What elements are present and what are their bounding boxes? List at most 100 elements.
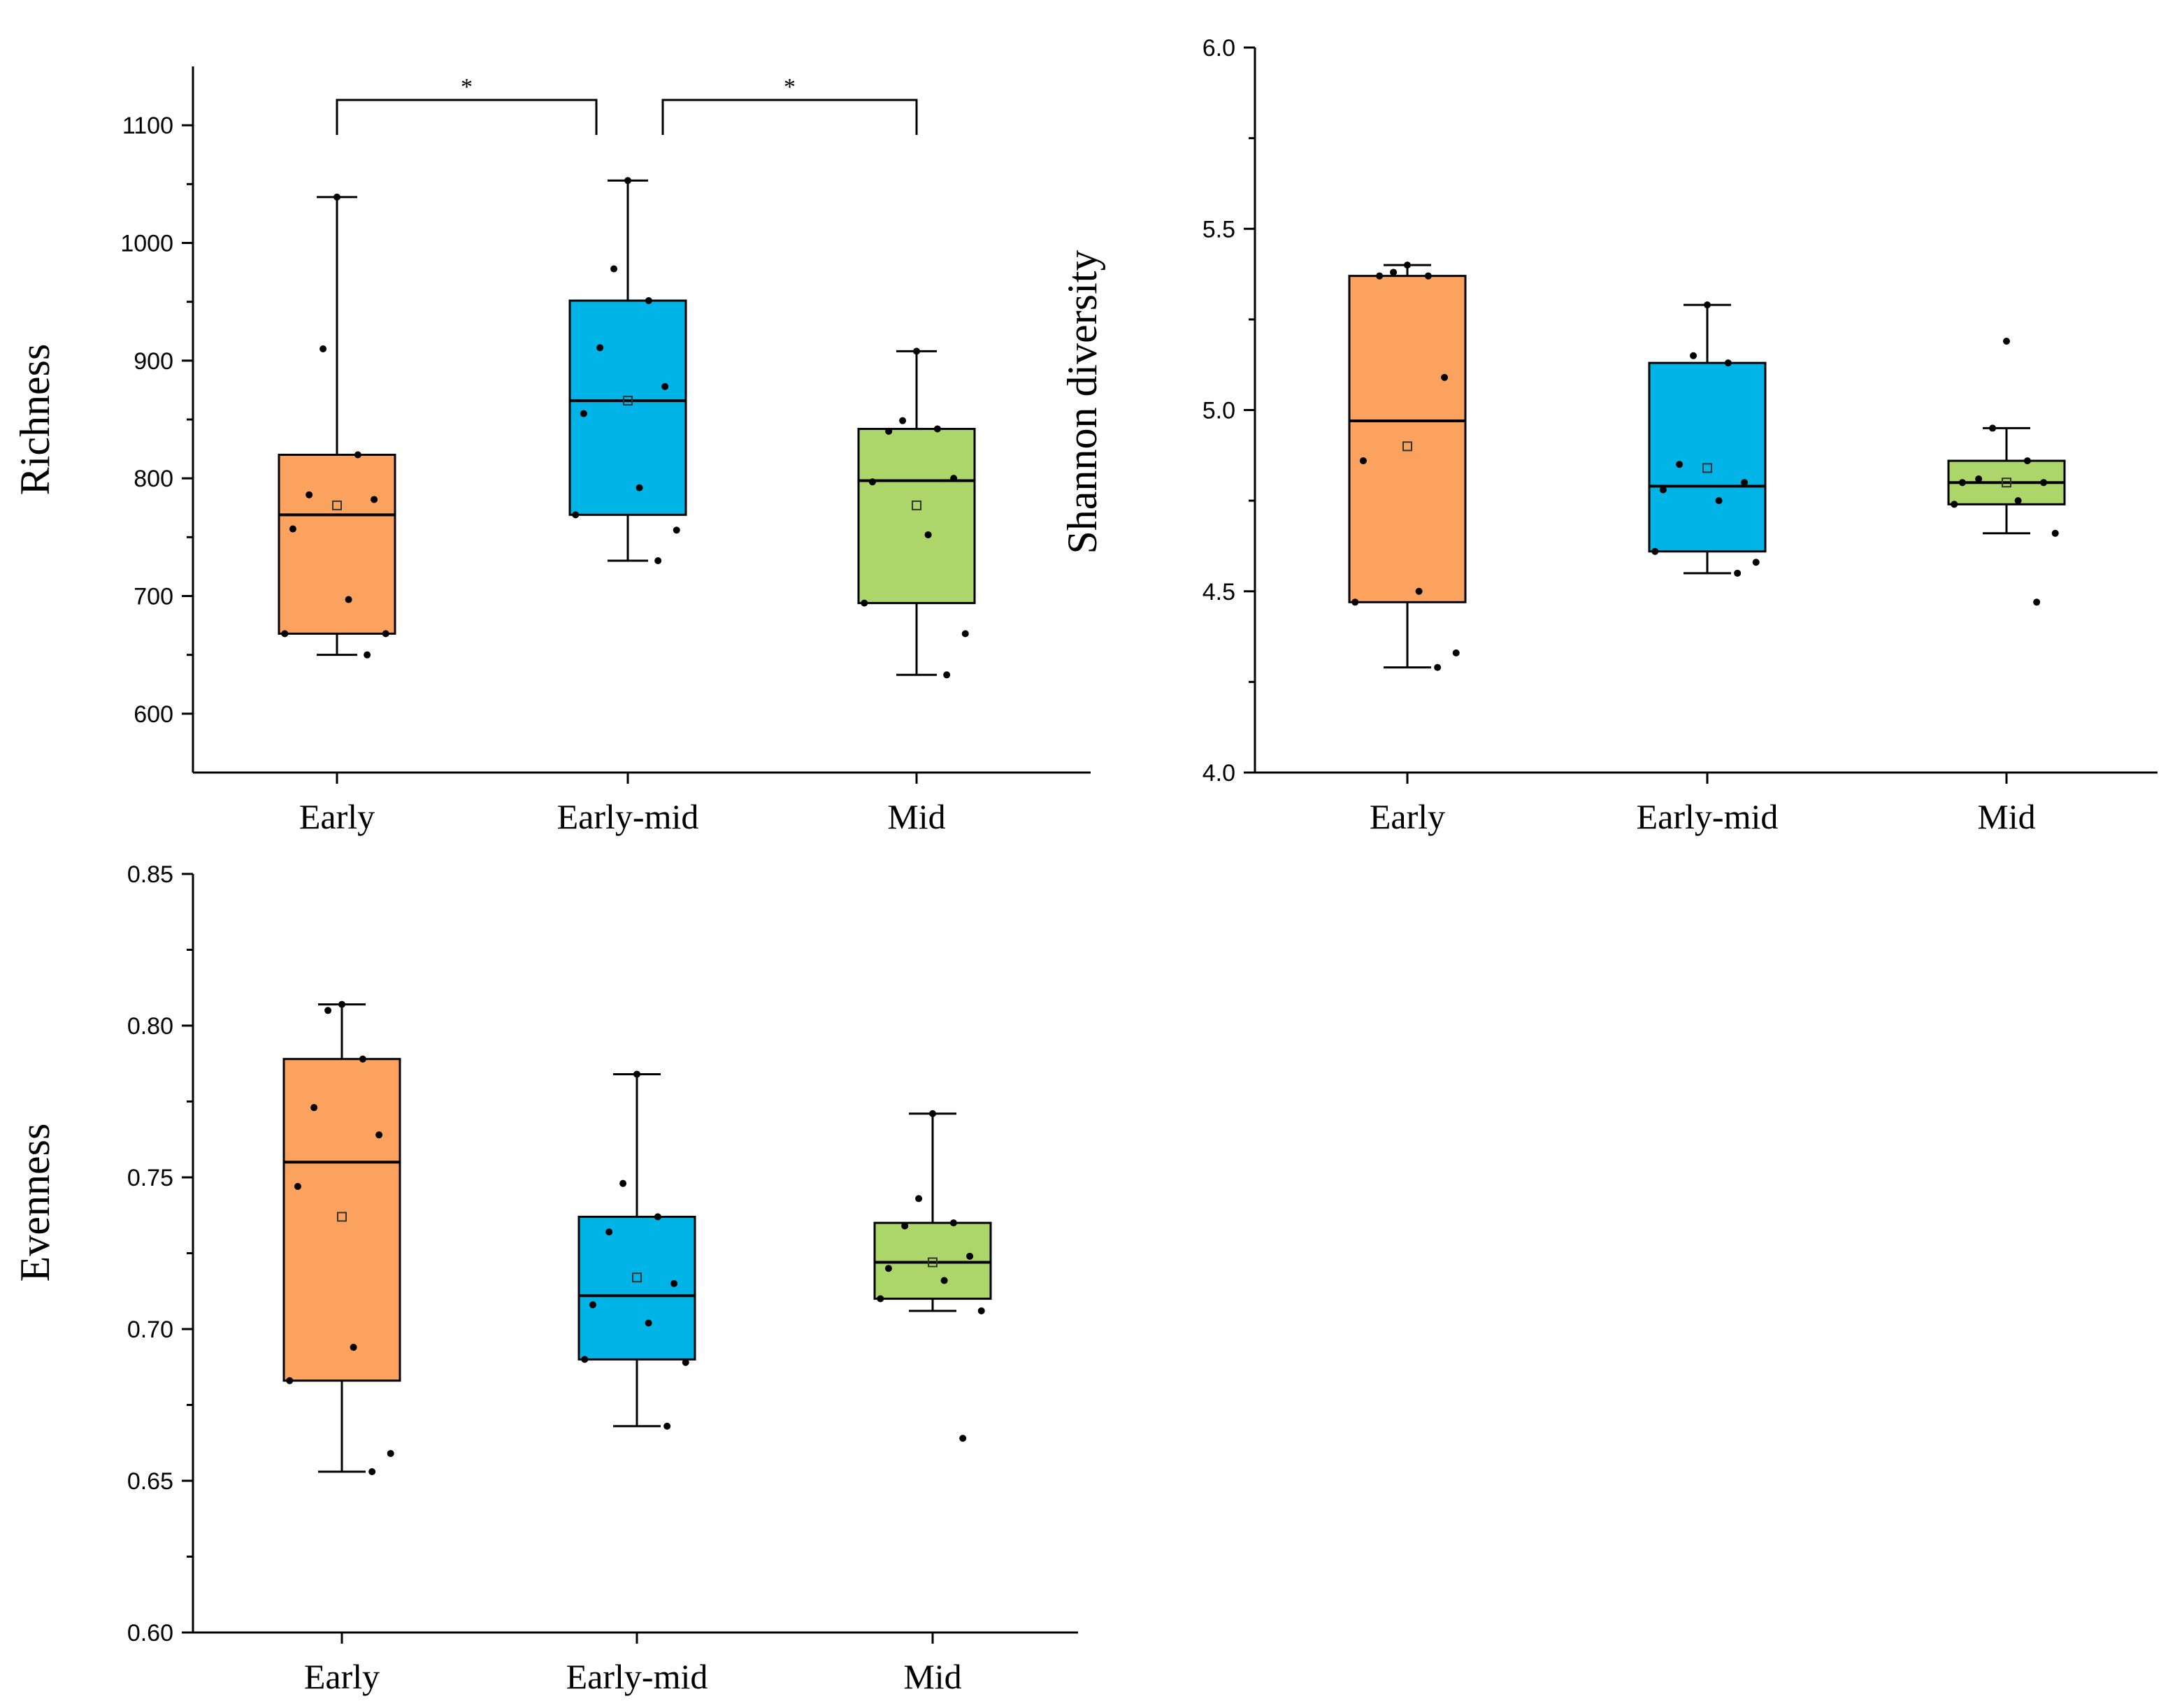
- data-point: [682, 1358, 689, 1366]
- data-point: [1390, 268, 1398, 276]
- y-tick-label: 900: [134, 348, 173, 375]
- mean-marker: [1702, 463, 1712, 473]
- y-tick-label: 0.60: [127, 1620, 173, 1646]
- data-point: [2040, 479, 2048, 487]
- data-point: [2033, 598, 2041, 606]
- data-point: [1351, 598, 1359, 606]
- panel-2: 4.0 4.5 5.0 5.5 6.0 Shannon diversity Early Ear…: [1059, 35, 2158, 836]
- data-point: [596, 344, 604, 352]
- x-tick-label: Mid: [887, 797, 945, 836]
- data-point: [306, 491, 313, 498]
- box-rect: [873, 1221, 992, 1300]
- data-point: [633, 1070, 640, 1078]
- mean-marker: [632, 1272, 642, 1283]
- data-point: [375, 1131, 383, 1139]
- data-point: [959, 1435, 967, 1442]
- panel-3: 0.60 0.65 0.70 0.75 0.80 0.85 Evenness Early Ear…: [12, 861, 1078, 1696]
- x-tick-label: Mid: [1977, 797, 2035, 836]
- data-point: [350, 1344, 357, 1351]
- mean-marker: [928, 1257, 938, 1268]
- data-point: [2023, 457, 2031, 465]
- data-point: [933, 425, 941, 433]
- box-rect: [568, 299, 687, 516]
- data-point: [1715, 497, 1723, 505]
- data-point: [610, 265, 618, 273]
- data-point: [371, 496, 378, 503]
- data-point: [281, 630, 289, 638]
- x-tick-label: Early-mid: [566, 1657, 708, 1696]
- data-point: [884, 1265, 892, 1272]
- box-group: [577, 1070, 696, 1430]
- data-point: [670, 1279, 678, 1287]
- y-tick-label: 0.70: [127, 1316, 173, 1343]
- data-point: [1404, 261, 1411, 269]
- y-tick-label: 1000: [120, 231, 173, 257]
- data-point: [645, 296, 652, 304]
- data-point: [286, 1377, 294, 1384]
- x-tick-label: Early: [1370, 797, 1445, 836]
- data-point: [338, 1000, 345, 1008]
- data-point: [1376, 272, 1384, 280]
- data-point: [950, 475, 958, 482]
- data-point: [2014, 497, 2022, 505]
- y-axis-title: Evenness: [12, 1124, 58, 1282]
- data-point: [2051, 529, 2059, 537]
- data-point: [294, 1183, 301, 1191]
- x-tick-label: Early-mid: [557, 797, 699, 836]
- x-tick-label: Mid: [903, 1657, 961, 1696]
- data-point: [913, 347, 920, 355]
- y-tick-label: 600: [134, 701, 173, 728]
- box-group: [1348, 261, 1467, 671]
- box-rect: [278, 454, 396, 635]
- data-point: [661, 382, 669, 390]
- y-tick-label: 4.5: [1203, 579, 1235, 605]
- data-point: [673, 526, 680, 534]
- data-point: [354, 451, 361, 459]
- data-point: [1434, 663, 1442, 671]
- data-point: [1734, 569, 1742, 577]
- data-point: [645, 1319, 652, 1327]
- data-point: [949, 1219, 957, 1227]
- data-point: [1452, 649, 1460, 656]
- significance-label: *: [784, 74, 796, 100]
- x-tick-label: Early-mid: [1637, 797, 1779, 836]
- box-rect: [577, 1215, 696, 1361]
- data-point: [1359, 457, 1367, 465]
- data-point: [333, 193, 340, 201]
- y-tick-label: 0.75: [127, 1165, 173, 1191]
- data-point: [289, 525, 296, 533]
- y-axis-title: Richness: [12, 344, 58, 496]
- box-rect: [1348, 275, 1467, 603]
- data-point: [572, 511, 580, 519]
- data-point: [580, 410, 587, 417]
- data-point: [1752, 559, 1760, 566]
- data-point: [966, 1252, 974, 1260]
- data-point: [589, 1301, 596, 1309]
- data-point: [1424, 272, 1432, 280]
- data-point: [368, 1467, 376, 1475]
- data-point: [1676, 461, 1684, 468]
- data-point: [624, 177, 631, 185]
- x-tick-label: Early: [304, 1657, 380, 1696]
- data-point: [359, 1055, 366, 1063]
- data-point: [387, 1449, 394, 1457]
- mean-marker: [912, 500, 921, 510]
- significance-bracket: [661, 99, 918, 135]
- significance-bracket: [336, 99, 598, 135]
- y-tick-label: 800: [134, 466, 173, 492]
- mean-marker: [332, 500, 342, 510]
- y-tick-label: 4.0: [1203, 760, 1235, 787]
- data-point: [1415, 587, 1423, 595]
- data-point: [1741, 479, 1749, 487]
- data-point: [885, 427, 893, 435]
- box-group: [278, 193, 396, 659]
- y-tick-label: 6.0: [1203, 35, 1235, 62]
- significance-label: *: [461, 74, 473, 100]
- data-point: [977, 1307, 985, 1314]
- data-point: [619, 1179, 627, 1187]
- data-point: [868, 478, 876, 486]
- data-point: [581, 1356, 589, 1363]
- data-point: [1690, 352, 1697, 359]
- y-tick-label: 5.5: [1203, 216, 1235, 243]
- data-point: [1659, 486, 1667, 494]
